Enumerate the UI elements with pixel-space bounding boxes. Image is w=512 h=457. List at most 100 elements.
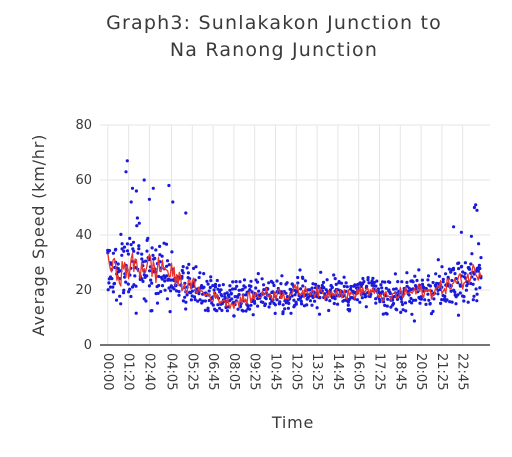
data-point [130, 186, 135, 190]
data-point [432, 297, 436, 301]
data-point [201, 299, 205, 303]
data-point [337, 280, 341, 284]
data-point [283, 307, 287, 311]
data-point [413, 274, 417, 278]
data-point [399, 310, 403, 314]
data-point [383, 303, 387, 307]
data-point [225, 309, 229, 313]
data-point [423, 298, 427, 302]
data-point [246, 304, 250, 308]
data-point [150, 281, 154, 285]
data-point [299, 299, 303, 303]
data-point [322, 286, 326, 290]
data-point [134, 311, 138, 315]
data-point [122, 245, 127, 249]
data-point [393, 272, 397, 276]
data-point [361, 276, 365, 281]
data-point [472, 294, 476, 298]
data-point [189, 298, 193, 302]
data-point [107, 281, 111, 285]
data-point [153, 256, 157, 260]
data-point [165, 297, 169, 301]
data-point [134, 189, 138, 193]
data-point [405, 280, 409, 284]
data-point [156, 291, 160, 295]
data-point [428, 284, 432, 288]
data-point [133, 274, 137, 278]
data-point [236, 295, 240, 299]
data-point [300, 302, 304, 306]
data-point [310, 286, 314, 290]
data-point [262, 283, 266, 287]
data-point [449, 289, 453, 293]
data-point [462, 299, 466, 303]
data-point [449, 270, 453, 274]
data-point [447, 267, 451, 271]
data-point [242, 278, 247, 282]
data-point [264, 297, 268, 301]
data-point [378, 300, 382, 304]
y-tick-label: 20 [75, 283, 92, 298]
data-point [456, 293, 460, 297]
data-point [389, 305, 393, 309]
data-point [257, 289, 261, 293]
data-point [232, 314, 236, 318]
data-point [391, 301, 396, 306]
data-point [212, 288, 216, 292]
data-point [317, 312, 322, 316]
data-point [401, 302, 405, 307]
data-point [206, 306, 210, 310]
data-point [167, 183, 171, 188]
data-point [299, 287, 303, 291]
data-point [461, 270, 465, 274]
data-point [296, 281, 300, 285]
data-point [144, 259, 148, 263]
data-point [451, 266, 456, 270]
x-tick-label: 14:45 [330, 353, 345, 390]
data-point [106, 251, 110, 255]
data-point [436, 288, 440, 292]
data-point [450, 300, 454, 304]
data-point [387, 288, 391, 292]
data-point [290, 294, 294, 298]
x-tick-label: 12:05 [288, 353, 303, 390]
data-point [346, 300, 350, 304]
data-point [125, 159, 129, 163]
data-point [142, 273, 146, 277]
data-point [384, 286, 388, 290]
data-point [459, 230, 463, 234]
data-point [441, 277, 445, 281]
data-point [169, 289, 173, 293]
data-point [345, 285, 349, 289]
data-point [472, 205, 476, 210]
data-point [231, 280, 235, 284]
data-point [400, 300, 404, 304]
data-point [256, 272, 260, 276]
data-point [412, 319, 416, 323]
data-point [183, 295, 187, 299]
data-point [420, 278, 424, 282]
data-point [401, 308, 405, 312]
scatter-points [106, 159, 483, 323]
data-point [130, 285, 135, 289]
data-point [298, 268, 302, 272]
data-point [181, 271, 185, 275]
data-point [303, 279, 307, 283]
data-point [194, 265, 198, 269]
data-point [237, 288, 241, 292]
data-point [174, 289, 179, 293]
data-point [267, 281, 271, 285]
data-point [344, 281, 348, 285]
x-tick-label: 00:00 [100, 353, 115, 390]
data-point [319, 270, 323, 274]
data-point [328, 299, 332, 303]
data-point [424, 302, 428, 306]
data-point [248, 288, 252, 292]
data-point [106, 288, 110, 292]
data-point [304, 293, 308, 297]
data-point [111, 290, 115, 294]
data-point [185, 266, 189, 270]
data-point [349, 284, 353, 289]
data-point [296, 275, 300, 280]
data-point [300, 275, 305, 279]
